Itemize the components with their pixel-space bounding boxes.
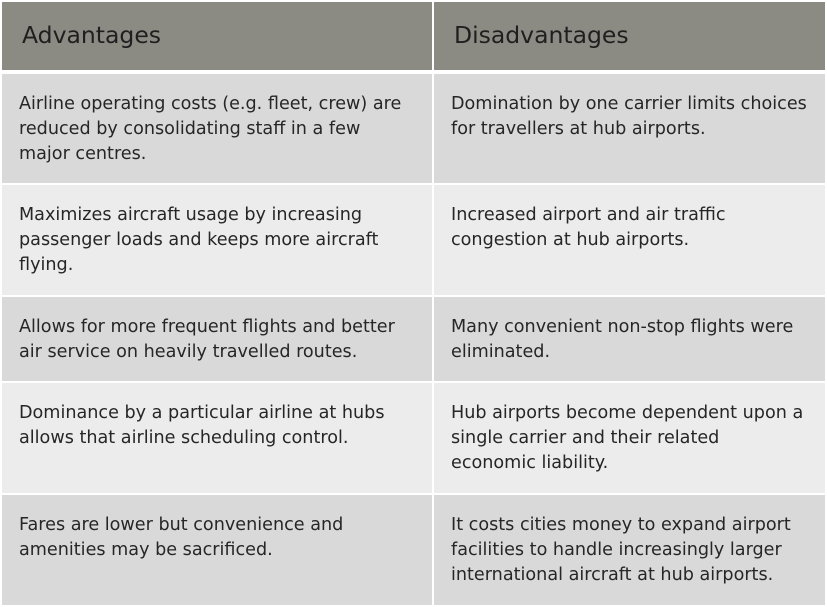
disadvantage-cell: Hub airports become dependent upon a sin… (434, 383, 825, 493)
advantage-cell: Dominance by a particular airline at hub… (2, 383, 432, 493)
table-row: Maximizes aircraft usage by increasing p… (2, 185, 825, 295)
disadvantage-cell: Increased airport and air traffic conges… (434, 185, 825, 295)
advantage-cell: Allows for more frequent flights and bet… (2, 297, 432, 381)
advantage-cell: Maximizes aircraft usage by increasing p… (2, 185, 432, 295)
table-row: Allows for more frequent flights and bet… (2, 297, 825, 381)
table-row: Fares are lower but convenience and amen… (2, 495, 825, 605)
header-row: Advantages Disadvantages (2, 2, 825, 70)
disadvantage-cell: Many convenient non-stop flights were el… (434, 297, 825, 381)
advantage-cell: Fares are lower but convenience and amen… (2, 495, 432, 605)
table-row: Dominance by a particular airline at hub… (2, 383, 825, 493)
header-disadvantages: Disadvantages (434, 2, 825, 70)
header-advantages: Advantages (2, 2, 432, 70)
advantage-cell: Airline operating costs (e.g. fleet, cre… (2, 74, 432, 183)
disadvantage-cell: It costs cities money to expand airport … (434, 495, 825, 605)
disadvantage-cell: Domination by one carrier limits choices… (434, 74, 825, 183)
table-row: Airline operating costs (e.g. fleet, cre… (2, 74, 825, 183)
